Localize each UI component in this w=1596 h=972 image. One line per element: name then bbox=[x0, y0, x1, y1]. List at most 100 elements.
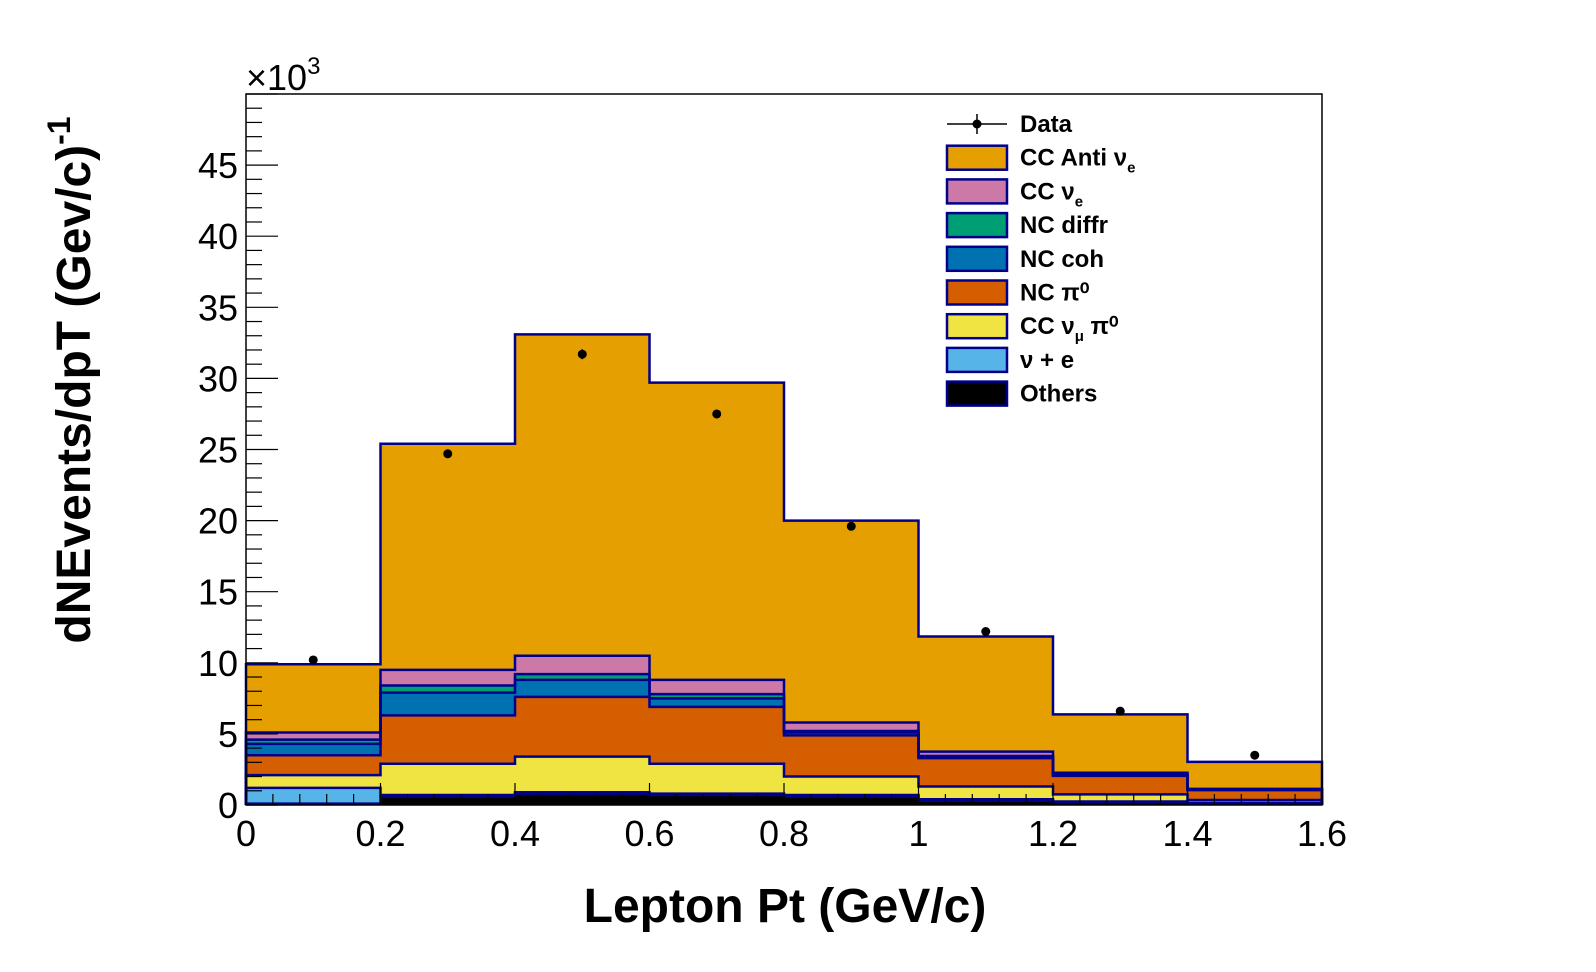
y-tick-label-4: 20 bbox=[198, 501, 238, 542]
data-point-1 bbox=[443, 449, 453, 459]
y-tick-label-6: 30 bbox=[198, 358, 238, 399]
legend-label-6: ν + e bbox=[1020, 347, 1074, 374]
bar-4-bin-3 bbox=[649, 698, 784, 707]
outline-7 bbox=[244, 333, 1324, 805]
legend-swatch-4 bbox=[945, 279, 1009, 306]
bar-7-bin-7 bbox=[1187, 761, 1322, 789]
bar-7-bin-0 bbox=[246, 664, 381, 733]
bar-4-bin-2 bbox=[515, 679, 650, 697]
y-tick-label-0: 0 bbox=[218, 785, 238, 826]
x-tick-label-0: 0 bbox=[236, 813, 256, 854]
x-tick-label-2: 0.4 bbox=[490, 813, 540, 854]
data-point-2 bbox=[577, 349, 587, 359]
bar-3-bin-6 bbox=[1053, 775, 1188, 795]
bar-3-bin-4 bbox=[784, 735, 919, 777]
bar-2-bin-2 bbox=[515, 756, 650, 793]
legend-swatch-7 bbox=[945, 380, 1009, 407]
y-tick-label-9: 45 bbox=[198, 145, 238, 186]
bar-6-bin-3 bbox=[649, 679, 784, 695]
bar-3-bin-7 bbox=[1187, 790, 1322, 801]
data-points bbox=[308, 349, 1260, 760]
bar-7-bin-3 bbox=[649, 382, 784, 680]
data-point-7 bbox=[1250, 750, 1260, 760]
legend-label-1: CC νe bbox=[1020, 178, 1083, 210]
legend-swatch-0 bbox=[945, 144, 1009, 171]
bar-6-bin-1 bbox=[380, 669, 515, 686]
x-tick-label-6: 1.2 bbox=[1028, 813, 1078, 854]
data-point-5 bbox=[981, 627, 991, 637]
legend-swatch-5 bbox=[945, 312, 1009, 340]
bar-2-bin-1 bbox=[380, 763, 515, 796]
data-point-3 bbox=[712, 409, 722, 419]
bar-6-bin-4 bbox=[784, 722, 919, 732]
data-point-6 bbox=[1115, 706, 1125, 716]
bar-0-bin-5 bbox=[918, 800, 1053, 805]
legend-label-2: NC diffr bbox=[1020, 212, 1108, 239]
outline-6 bbox=[244, 654, 1324, 805]
x-tick-label-5: 1 bbox=[908, 813, 928, 854]
bar-0-bin-2 bbox=[515, 793, 650, 805]
bar-3-bin-5 bbox=[918, 758, 1053, 787]
bar-4-bin-0 bbox=[246, 743, 381, 756]
bar-0-bin-4 bbox=[784, 796, 919, 805]
bar-3-bin-0 bbox=[246, 755, 381, 776]
x-tick-label-3: 0.6 bbox=[624, 813, 674, 854]
bar-7-bin-2 bbox=[515, 334, 650, 656]
legend-label-4: NC π⁰ bbox=[1020, 280, 1090, 307]
bar-7-bin-4 bbox=[784, 520, 919, 723]
x-tick-label-8: 1.6 bbox=[1297, 813, 1347, 854]
legend-swatch-1 bbox=[945, 178, 1009, 205]
bar-5-bin-1 bbox=[380, 685, 515, 693]
x-tick-label-1: 0.2 bbox=[355, 813, 405, 854]
bar-2-bin-6 bbox=[1053, 794, 1188, 802]
data-point-0 bbox=[308, 655, 318, 665]
y-tick-label-8: 40 bbox=[198, 216, 238, 257]
x-axis-title: Lepton Pt (GeV/c) bbox=[584, 880, 987, 933]
bar-5-bin-2 bbox=[515, 674, 650, 680]
bar-0-bin-6 bbox=[1053, 802, 1188, 805]
y-tick-label-7: 35 bbox=[198, 287, 238, 328]
legend-data-marker bbox=[972, 119, 982, 129]
bar-7-bin-1 bbox=[380, 443, 515, 670]
bar-2-bin-4 bbox=[784, 776, 919, 796]
bar-6-bin-5 bbox=[918, 751, 1053, 756]
histogram-bars bbox=[246, 334, 1322, 805]
x-tick-labels: 0 0.2 0.4 0.6 0.8 1 1.2 1.4 1.6 bbox=[236, 813, 1347, 854]
x-tick-label-4: 0.8 bbox=[759, 813, 809, 854]
y-tick-label-2: 10 bbox=[198, 643, 238, 684]
bar-7-bin-6 bbox=[1053, 714, 1188, 773]
x-tick-label-7: 1.4 bbox=[1162, 813, 1212, 854]
y-exponent-label: ×103 bbox=[246, 53, 320, 98]
bar-4-bin-4 bbox=[784, 732, 919, 736]
data-point-4 bbox=[846, 521, 856, 531]
bar-3-bin-3 bbox=[649, 706, 784, 764]
bar-6-bin-2 bbox=[515, 655, 650, 675]
legend-label-5: CC νμ π⁰ bbox=[1020, 313, 1119, 345]
y-tick-label-3: 15 bbox=[198, 572, 238, 613]
y-tick-label-5: 25 bbox=[198, 430, 238, 471]
legend-label-3: NC coh bbox=[1020, 246, 1104, 273]
bar-7-bin-5 bbox=[918, 636, 1053, 752]
bar-2-bin-3 bbox=[649, 763, 784, 794]
bar-2-bin-5 bbox=[918, 786, 1053, 800]
legend-swatch-2 bbox=[945, 211, 1009, 239]
bar-3-bin-2 bbox=[515, 696, 650, 757]
bar-5-bin-3 bbox=[649, 694, 784, 699]
y-tick-label-1: 5 bbox=[218, 714, 238, 755]
bar-5-bin-0 bbox=[246, 739, 381, 744]
legend-label-7: Others bbox=[1020, 381, 1097, 408]
legend-swatch-3 bbox=[945, 245, 1009, 273]
axis-ticks bbox=[245, 93, 1323, 806]
bar-4-bin-1 bbox=[380, 692, 515, 716]
bar-2-bin-0 bbox=[246, 775, 381, 788]
legend-label-data: Data bbox=[1020, 111, 1073, 138]
bar-0-bin-1 bbox=[380, 796, 515, 805]
y-tick-labels: 0 5 10 15 20 25 30 35 40 45 bbox=[198, 145, 238, 826]
legend-label-0: CC Anti νe bbox=[1020, 145, 1135, 177]
bar-6-bin-0 bbox=[246, 732, 381, 740]
legend-swatch-6 bbox=[945, 346, 1009, 374]
bar-0-bin-3 bbox=[649, 795, 784, 805]
bar-2-bin-7 bbox=[1187, 800, 1322, 803]
y-axis-title: dNEvents/dpT (Gev/c)-1 bbox=[41, 116, 101, 643]
